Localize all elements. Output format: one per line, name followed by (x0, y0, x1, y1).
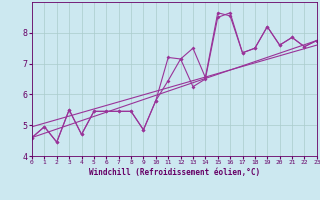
X-axis label: Windchill (Refroidissement éolien,°C): Windchill (Refroidissement éolien,°C) (89, 168, 260, 177)
